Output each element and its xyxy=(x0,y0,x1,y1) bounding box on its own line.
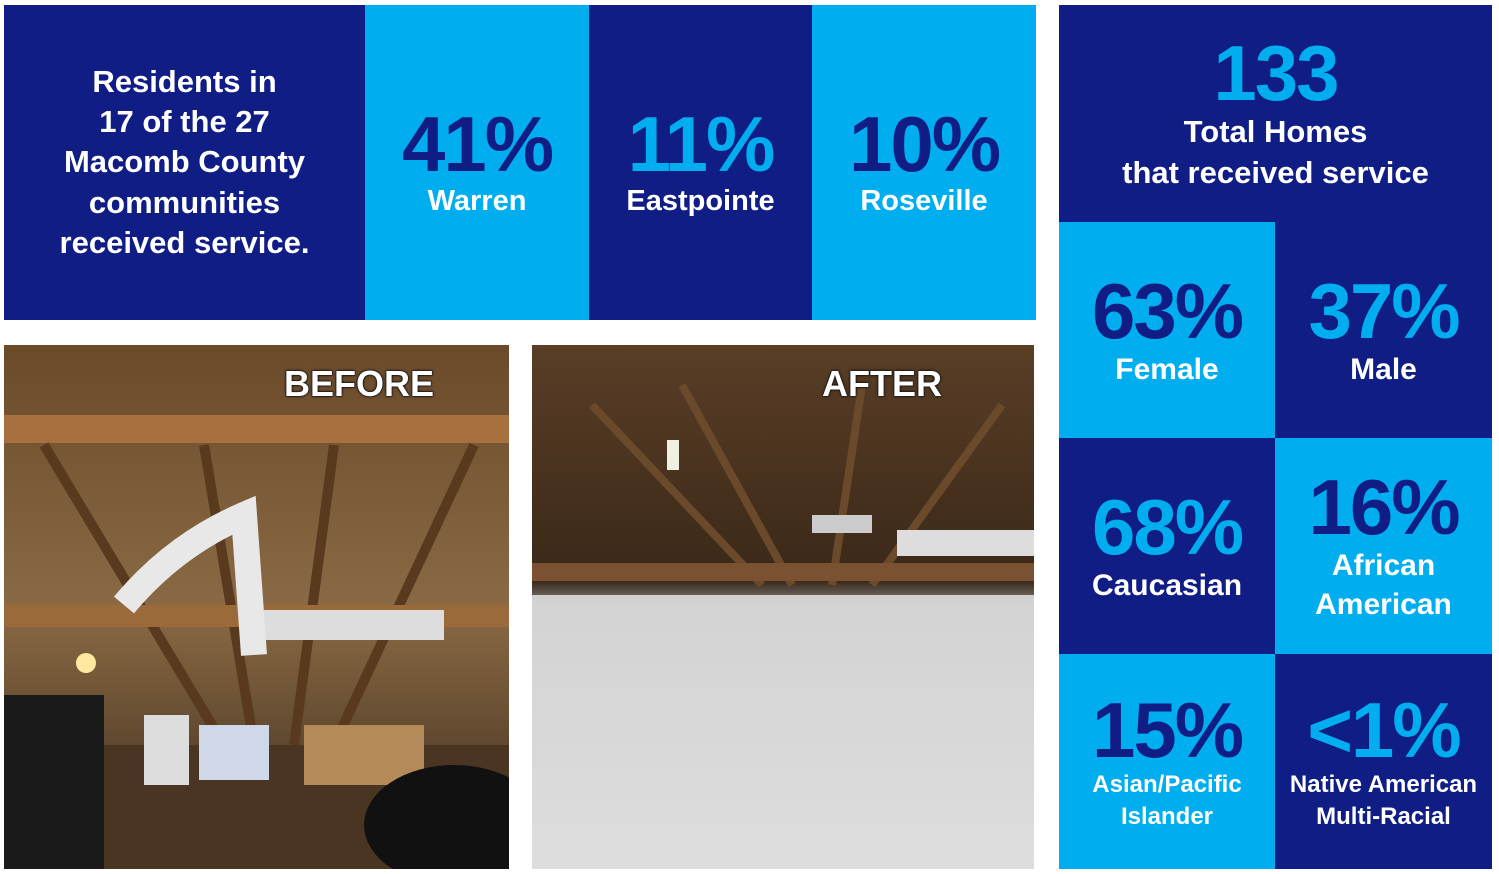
stat-value: <1% xyxy=(1307,691,1459,769)
stat-label: Asian/Pacific xyxy=(1092,769,1241,800)
city-tile: 10%Roseville xyxy=(812,5,1036,320)
stat-label: communities xyxy=(89,183,280,223)
stat-label: African xyxy=(1332,546,1435,585)
demographic-tile: 68%Caucasian xyxy=(1059,438,1275,654)
photo-label: BEFORE xyxy=(284,363,434,405)
city-tile: 11%Eastpointe xyxy=(589,5,812,320)
after-photo: AFTER xyxy=(532,345,1034,869)
demographic-tile: 63%Female xyxy=(1059,222,1275,438)
stat-label: Native American xyxy=(1290,769,1477,800)
city-tile: 41%Warren xyxy=(365,5,589,320)
stat-label: Eastpointe xyxy=(626,183,774,221)
stat-label: Total Homes xyxy=(1184,112,1368,152)
stat-value: 63% xyxy=(1092,272,1242,350)
stat-label: Islander xyxy=(1121,801,1213,832)
before-image xyxy=(4,345,509,869)
stat-label: 17 of the 27 xyxy=(99,102,270,142)
stat-label: that received service xyxy=(1122,153,1429,193)
stat-label: Macomb County xyxy=(64,142,305,182)
stat-label: received service. xyxy=(60,223,310,263)
infographic: BEFORE AFTER Residents in17 of the 27Mac… xyxy=(0,0,1499,869)
stat-value: 41% xyxy=(402,105,552,183)
stat-value: 16% xyxy=(1308,468,1458,546)
stat-value: 37% xyxy=(1308,272,1458,350)
stat-label: Male xyxy=(1350,350,1417,389)
stat-value: 15% xyxy=(1092,691,1242,769)
stat-value: 10% xyxy=(849,105,999,183)
stat-label: Roseville xyxy=(860,183,987,221)
stat-value: 133 xyxy=(1213,34,1337,112)
stat-label: Multi-Racial xyxy=(1316,801,1451,832)
stat-label: Residents in xyxy=(92,62,276,102)
stat-label: Caucasian xyxy=(1092,566,1242,605)
stat-label: Female xyxy=(1115,350,1218,389)
stat-value: 11% xyxy=(628,105,774,183)
stat-value: 68% xyxy=(1092,488,1242,566)
photo-label: AFTER xyxy=(822,363,942,405)
stat-label: Warren xyxy=(428,183,527,221)
demographic-tile: 37%Male xyxy=(1275,222,1492,438)
stat-label: American xyxy=(1315,585,1452,624)
before-photo: BEFORE xyxy=(4,345,509,869)
after-image xyxy=(532,345,1034,869)
